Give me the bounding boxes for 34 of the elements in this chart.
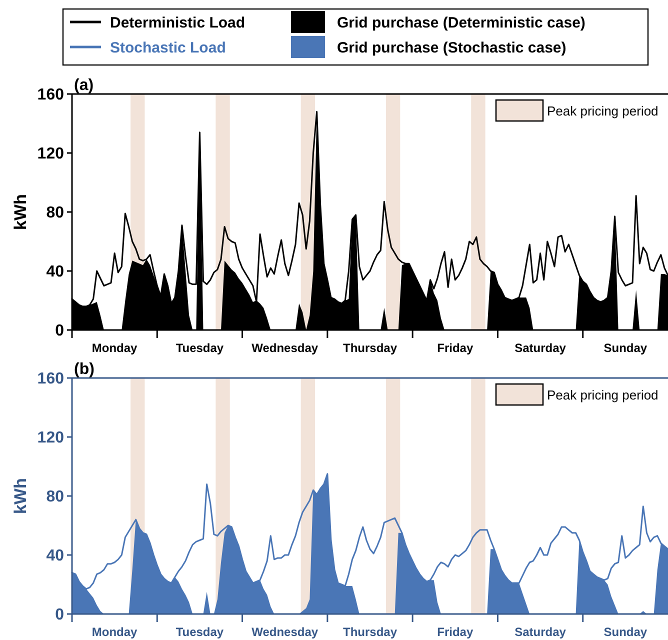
y-tick-label: 120 (37, 430, 64, 447)
y-tick-label: 0 (55, 606, 64, 624)
chart-title: (a) (74, 77, 94, 94)
x-tick-label: Friday (437, 625, 474, 639)
x-tick-label: Thursday (342, 625, 398, 639)
x-tick-label: Tuesday (176, 341, 224, 355)
x-tick-label: Sunday (604, 625, 648, 639)
y-tick-label: 80 (46, 204, 64, 222)
legend-label: Stochastic Load (110, 39, 226, 56)
x-tick-label: Saturday (514, 625, 566, 639)
y-tick-label: 160 (37, 86, 64, 104)
legend-label: Grid purchase (Deterministic case) (337, 14, 586, 32)
y-tick-label: 120 (37, 146, 64, 163)
x-tick-label: Thursday (342, 341, 398, 355)
x-tick-label: Monday (92, 625, 138, 639)
annotation: Peak pricing period (547, 388, 658, 403)
legend-label: Deterministic Load (110, 14, 246, 32)
x-tick-label: Friday (437, 341, 474, 355)
legend-label: Grid purchase (Stochastic case) (337, 39, 566, 56)
y-tick-label: 0 (55, 322, 64, 340)
x-tick-label: Saturday (514, 341, 566, 355)
y-tick-label: 160 (37, 370, 64, 388)
y-tick-label: 40 (46, 264, 64, 281)
y-axis-title: kWh (11, 478, 30, 514)
chart-title: (b) (74, 361, 94, 378)
x-tick-label: Wednesday (252, 341, 318, 355)
y-tick-label: 80 (46, 488, 64, 506)
y-axis-title: kWh (11, 194, 30, 230)
x-tick-label: Monday (92, 341, 138, 355)
annotation: Peak pricing period (547, 104, 658, 119)
y-tick-label: 40 (46, 548, 64, 565)
x-tick-label: Sunday (604, 341, 648, 355)
x-tick-label: Tuesday (176, 625, 224, 639)
x-tick-label: Wednesday (252, 625, 318, 639)
